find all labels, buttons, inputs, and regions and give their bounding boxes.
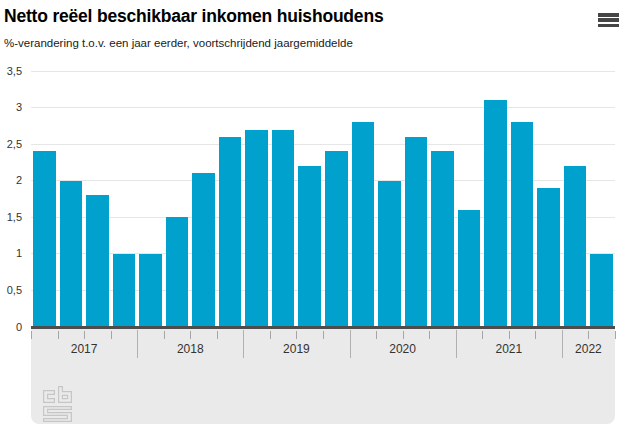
axis-tick	[509, 331, 510, 339]
bar[interactable]	[33, 151, 56, 327]
y-tick-label: 2	[0, 174, 22, 186]
chart-subtitle: %-verandering t.o.v. een jaar eerder, vo…	[4, 37, 353, 49]
axis-tick	[535, 331, 536, 339]
y-tick-label: 2,5	[0, 138, 22, 150]
bar[interactable]	[86, 195, 109, 327]
axis-tick	[217, 331, 218, 339]
bar[interactable]	[192, 173, 215, 327]
chart-title: Netto reëel beschikbaar inkomen huishoud…	[4, 6, 383, 27]
axis-tick	[482, 331, 483, 339]
year-label: 2018	[137, 342, 243, 356]
bar[interactable]	[590, 254, 613, 327]
y-tick-label: 3,5	[0, 65, 22, 77]
bar[interactable]	[352, 122, 375, 327]
bar[interactable]	[564, 166, 587, 327]
y-tick-label: 1	[0, 247, 22, 259]
bar[interactable]	[298, 166, 321, 327]
axis-tick	[84, 331, 85, 339]
gridline	[31, 71, 615, 72]
axis-tick	[588, 331, 589, 339]
plot-area	[31, 71, 615, 327]
year-label: 2020	[350, 342, 456, 356]
y-tick-label: 3	[0, 101, 22, 113]
cbs-logo-icon	[43, 386, 73, 422]
bar[interactable]	[272, 130, 295, 327]
gridline	[31, 107, 615, 108]
axis-tick	[323, 331, 324, 339]
axis-tick	[31, 331, 32, 339]
axis-tick	[164, 331, 165, 339]
axis-tick	[111, 331, 112, 339]
year-label: 2019	[243, 342, 349, 356]
year-label: 2021	[456, 342, 562, 356]
year-label: 2017	[31, 342, 137, 356]
axis-tick	[429, 331, 430, 339]
bar[interactable]	[405, 137, 428, 327]
axis-tick	[58, 331, 59, 339]
bar[interactable]	[166, 217, 189, 327]
axis-tick	[376, 331, 377, 339]
y-tick-label: 1,5	[0, 211, 22, 223]
bar[interactable]	[60, 181, 83, 327]
bar[interactable]	[511, 122, 534, 327]
year-label: 2022	[562, 342, 615, 356]
axis-tick	[296, 331, 297, 339]
bar[interactable]	[245, 130, 268, 327]
y-tick-label: 0,5	[0, 284, 22, 296]
bar[interactable]	[113, 254, 136, 327]
axis-tick	[615, 331, 616, 339]
bar[interactable]	[458, 210, 481, 327]
bar[interactable]	[537, 188, 560, 327]
hamburger-menu-icon[interactable]	[598, 13, 619, 28]
bar[interactable]	[378, 181, 401, 327]
axis-tick	[190, 331, 191, 339]
chart-card: Netto reëel beschikbaar inkomen huishoud…	[0, 0, 627, 435]
y-tick-label: 0	[0, 321, 22, 333]
bar[interactable]	[484, 100, 507, 327]
bar[interactable]	[139, 254, 162, 327]
axis-tick	[270, 331, 271, 339]
x-axis-band: 201720182019202020212022	[31, 329, 615, 424]
bar[interactable]	[219, 137, 242, 327]
axis-tick	[403, 331, 404, 339]
bar[interactable]	[431, 151, 454, 327]
bar[interactable]	[325, 151, 348, 327]
